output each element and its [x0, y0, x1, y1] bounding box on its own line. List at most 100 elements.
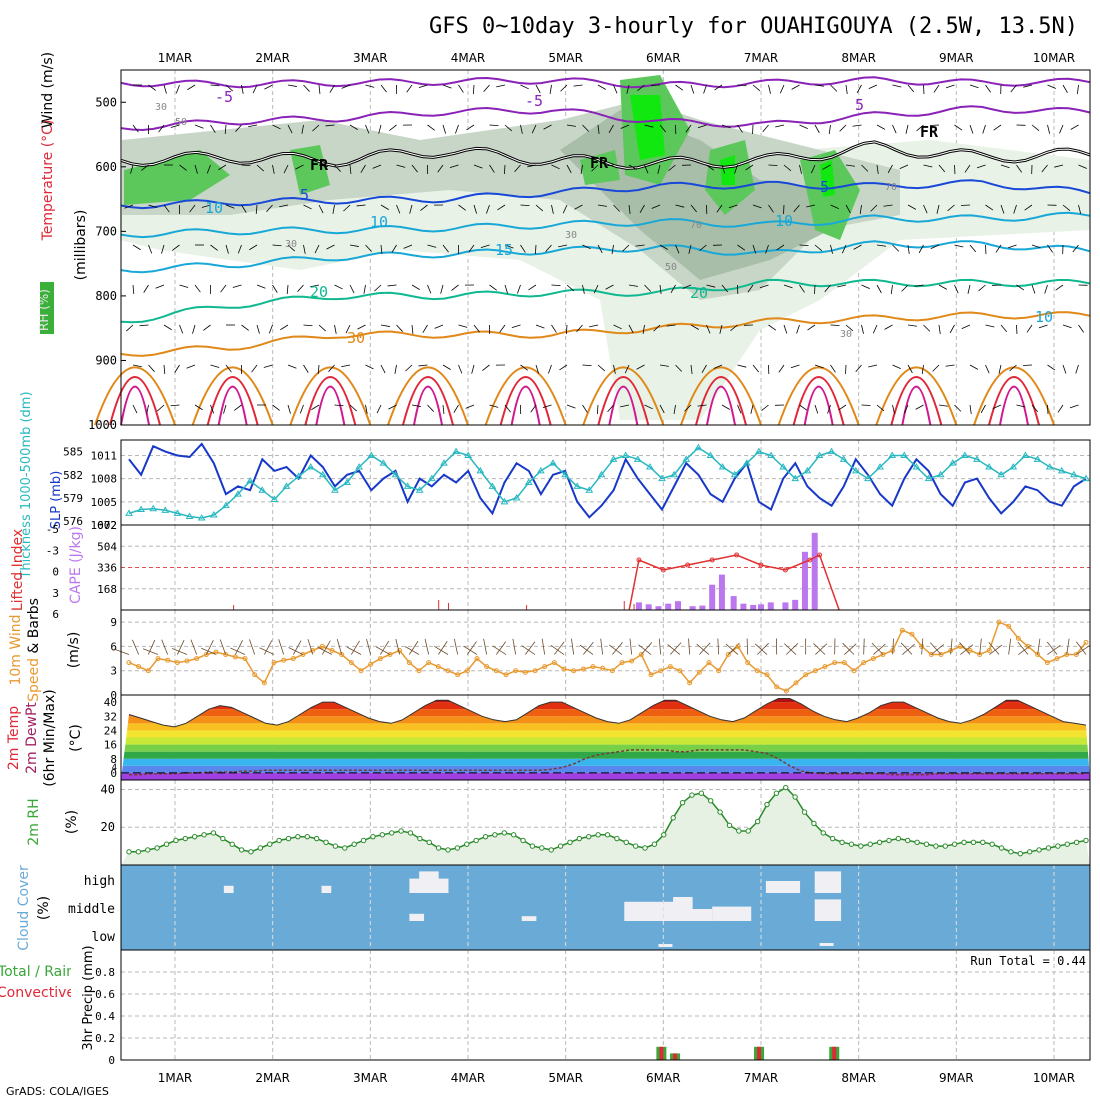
wind-barb [301, 124, 304, 134]
thickness-marker [900, 451, 909, 458]
wind-barb [551, 284, 561, 287]
contour-label: -5 [215, 88, 233, 106]
wind-barb [376, 404, 382, 414]
cape-ytick-label: 672 [97, 519, 117, 532]
wind-barb [644, 404, 653, 410]
wind-barb [497, 204, 506, 211]
wind-barb [341, 84, 351, 89]
wind-barb [442, 404, 445, 414]
wind-speed-marker [1025, 643, 1031, 649]
wind-barb [644, 164, 649, 174]
wind-speed-marker [1006, 623, 1012, 629]
wind-speed-marker [899, 627, 905, 633]
wind-barb [915, 404, 924, 410]
cloud-high [814, 871, 842, 893]
contour-label: 5 [820, 178, 829, 196]
wind-barb [841, 244, 847, 254]
wind-barb [853, 244, 862, 250]
rh-marker [173, 837, 179, 844]
wind-barb [737, 124, 743, 133]
wind-barb [706, 324, 711, 334]
cloud-middle [624, 901, 683, 921]
wind-barb [237, 244, 242, 254]
rh-marker [942, 843, 948, 849]
wind-barb [210, 364, 220, 368]
thickness-marker [367, 451, 376, 458]
wind-barb [626, 84, 630, 94]
wind-barb [1054, 164, 1064, 168]
rh-marker [726, 822, 733, 829]
wind-barb [636, 364, 645, 370]
rh-marker [783, 784, 789, 791]
wind-barb [148, 204, 158, 208]
wind-barb [504, 124, 513, 132]
cape-ytick-label: 336 [97, 562, 117, 575]
thickness-marker [549, 459, 557, 466]
temp2m-axis-label: 2m Temp [6, 706, 22, 770]
thickness-marker [876, 463, 884, 470]
wind-speed-marker [532, 668, 538, 674]
wind-barb [714, 84, 723, 91]
wind-barb [528, 284, 537, 291]
wind-barb [1031, 284, 1036, 294]
wind-barb [427, 244, 437, 248]
wind-barb [531, 124, 537, 134]
wind-barb [613, 204, 621, 212]
wind-barb [218, 164, 227, 171]
wind-barb [573, 84, 583, 87]
precip-ytick-label: 0.2 [95, 1032, 115, 1045]
rh-marker [267, 841, 273, 847]
temp-band [121, 702, 1090, 710]
wind-barb [224, 124, 227, 135]
rh-marker [689, 792, 695, 798]
wind-barb [360, 164, 366, 173]
wind-barb [325, 124, 335, 127]
rh-area [121, 787, 1090, 865]
surface-isotherm [402, 376, 454, 426]
date-label-top: 8MAR [841, 51, 876, 65]
wind-speed-marker [600, 665, 606, 671]
wind-barb [520, 84, 529, 90]
ytick-label: 800 [95, 289, 117, 303]
wind-barb [814, 244, 823, 252]
wind-barb [374, 284, 382, 292]
wind-barb [923, 324, 931, 332]
wind-speed-marker [368, 661, 374, 667]
wind-barb [287, 364, 297, 369]
cape-axis-label-part: CAPE (J/kg) [68, 526, 84, 604]
wind-barb [969, 84, 979, 89]
wind-barb [194, 164, 198, 174]
millibars-axis-label: (millibars) [73, 210, 89, 281]
rh-marker [539, 845, 545, 851]
wind-barb [1059, 124, 1064, 134]
wind-barb [1016, 284, 1025, 291]
wind-speed-marker [126, 660, 132, 666]
wind-barb [597, 124, 600, 134]
wind-barb [279, 204, 289, 208]
cape-bar [709, 584, 716, 610]
wind-barb [830, 204, 839, 210]
wind-speed-marker [629, 658, 635, 664]
wind-barb [1026, 324, 1033, 333]
temp-units-label: (°C) [68, 724, 84, 752]
wind-barb [380, 204, 389, 210]
cape-bar [689, 606, 696, 610]
wind-barb [492, 645, 507, 655]
plot-area: 1MAR 1MAR 2MAR 2MAR 3MAR 3MAR 4MAR 4MAR 5MAR 5MAR… [0, 51, 1091, 1085]
rh-marker [614, 835, 620, 842]
wind-barb [995, 244, 1002, 253]
wind-barb [979, 638, 982, 655]
contour-label: 30 [347, 329, 365, 347]
wind-speed-marker [493, 668, 499, 674]
wind-speed-marker [687, 680, 693, 686]
wind-barb [551, 324, 557, 333]
thickness-marker [1021, 451, 1030, 458]
wind-speed-marker [203, 652, 209, 658]
rh-marker [389, 830, 395, 836]
thickness-marker [1033, 455, 1042, 462]
rh-marker [1045, 845, 1052, 851]
wind-barb [520, 244, 526, 253]
rh-marker [445, 847, 451, 853]
wind-barb [998, 364, 1002, 374]
wind-barb [600, 638, 604, 655]
